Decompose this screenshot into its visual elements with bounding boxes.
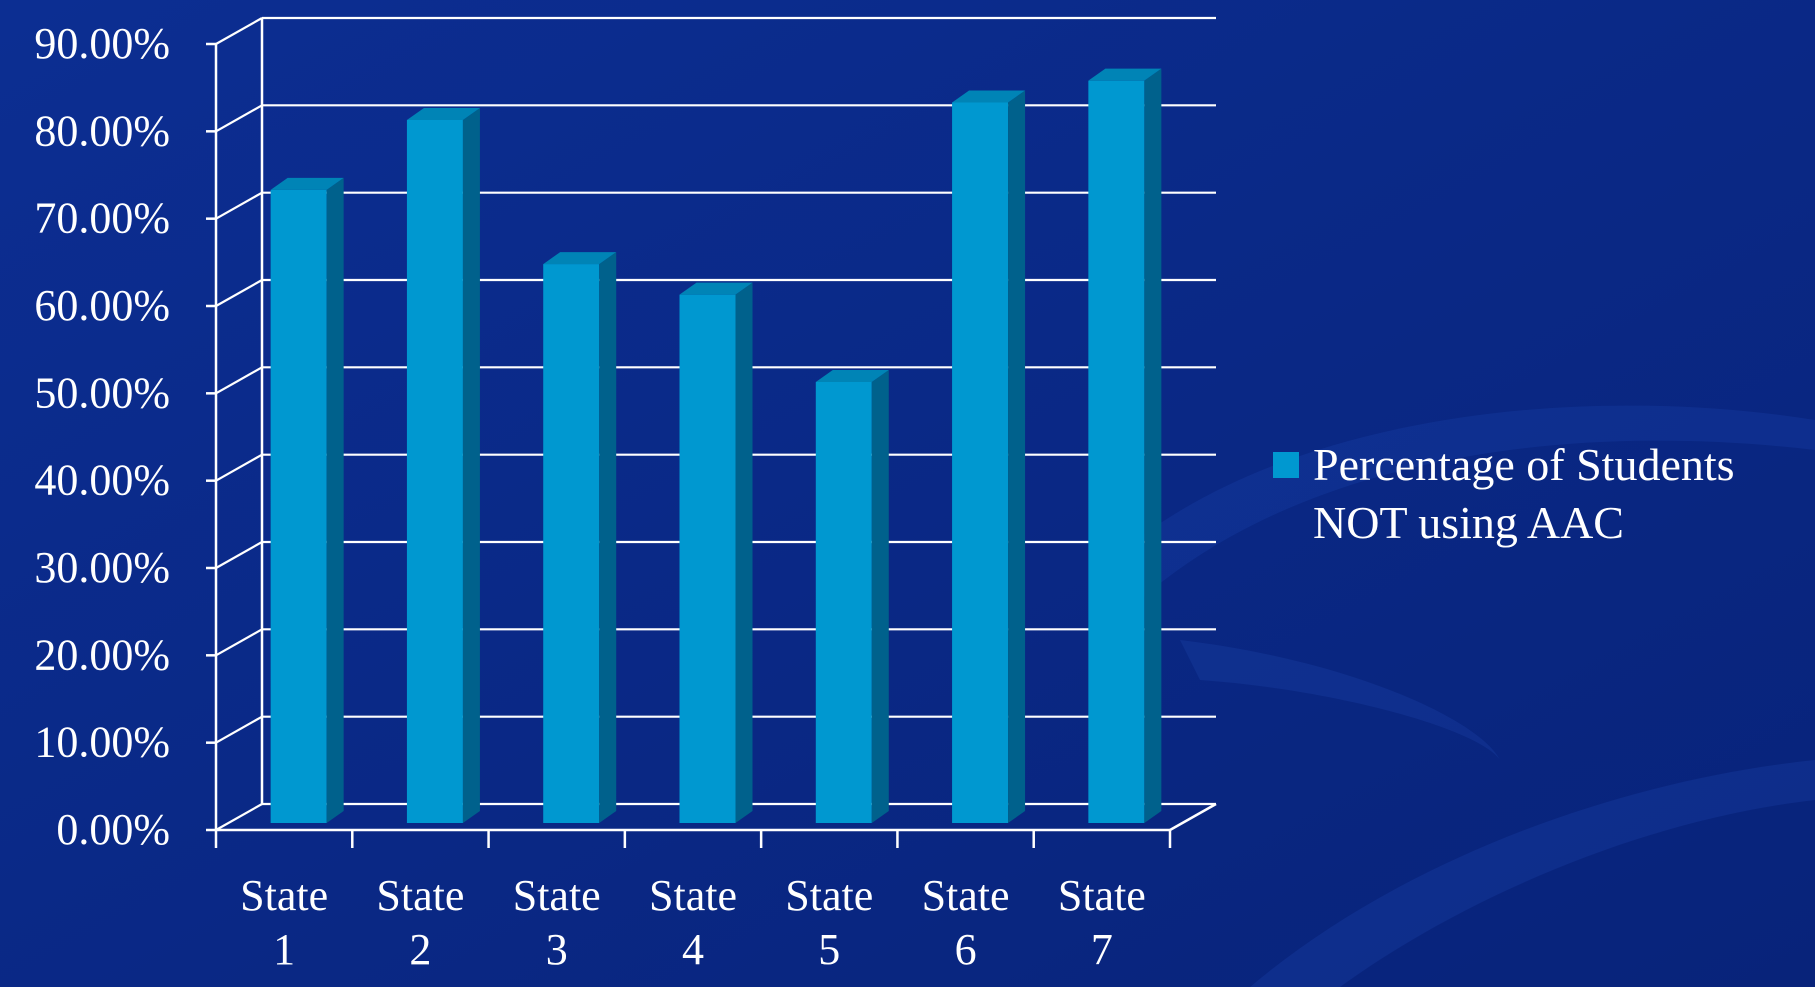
axes [206,18,1217,848]
x-tick-label: State 3 [513,871,601,974]
floor-edge [1169,802,1217,832]
legend: Percentage of Students NOT using AAC [1273,439,1735,548]
x-tick-label: State 1 [240,871,328,974]
gridline-side [215,453,263,482]
bar-side [462,107,480,823]
bar-front [1088,80,1145,823]
bar [270,177,344,824]
bar [679,282,753,824]
gridline-side [215,17,263,45]
legend-label: Percentage of Students NOT using AAC [1313,439,1735,548]
gridline-side [215,541,263,569]
bar-top [815,369,889,382]
bar-top [952,90,1026,103]
legend-swatch [1273,452,1299,478]
gridline-side [215,715,263,744]
bar-front [270,189,327,824]
gridline-side [215,366,263,395]
bar [406,107,480,823]
y-tick-label: 0.00% [56,805,170,854]
bar-front [815,381,872,823]
gridline-side [215,279,263,307]
y-tick-label: 30.00% [34,543,170,592]
bar-top [406,107,480,120]
y-tick-label: 40.00% [34,456,170,505]
bar-side [1144,68,1162,823]
bar-front [406,119,463,823]
bar-side [871,369,889,823]
bar-front [952,102,1009,823]
x-axis-tick-labels: State 1 State 2 State 3 State 4 State 5 State 6 Stat… [240,871,1146,974]
bar-front [679,294,736,824]
bars [270,68,1162,824]
x-tick-label: State 5 [785,871,873,974]
bar-side [1008,90,1026,823]
bar-side [326,177,344,824]
y-axis-tick-labels: 0.00% 10.00% 20.00% 30.00% 40.00% 50.00% 60.00… [34,19,170,854]
y-tick-label: 50.00% [34,368,170,417]
y-tick-label: 70.00% [34,194,170,243]
x-tick-label: State 2 [376,871,464,974]
y-tick-label: 80.00% [34,106,170,155]
y-tick-label: 20.00% [34,630,170,679]
y-tick-label: 10.00% [34,718,170,767]
bar-top [679,282,753,295]
bar-front [543,264,600,824]
gridline-side [215,191,263,220]
bar-side [735,282,753,824]
gridline-side [215,628,263,657]
bar [952,90,1026,823]
bar-top [270,177,344,190]
background-swoosh-decoration [1090,405,1815,987]
y-tick-label: 90.00% [34,19,170,68]
x-tick-label: State 4 [649,871,737,974]
gridline-side [215,803,263,831]
x-tick-label: State 6 [922,871,1010,974]
y-tick-label: 60.00% [34,281,170,330]
bar-side [599,252,617,824]
bar [543,252,617,824]
bar [1088,68,1162,823]
bar-top [543,252,617,265]
bar-top [1088,68,1162,81]
gridline-side [215,104,263,133]
x-tick-label: State 7 [1058,871,1146,974]
bar [815,369,889,823]
